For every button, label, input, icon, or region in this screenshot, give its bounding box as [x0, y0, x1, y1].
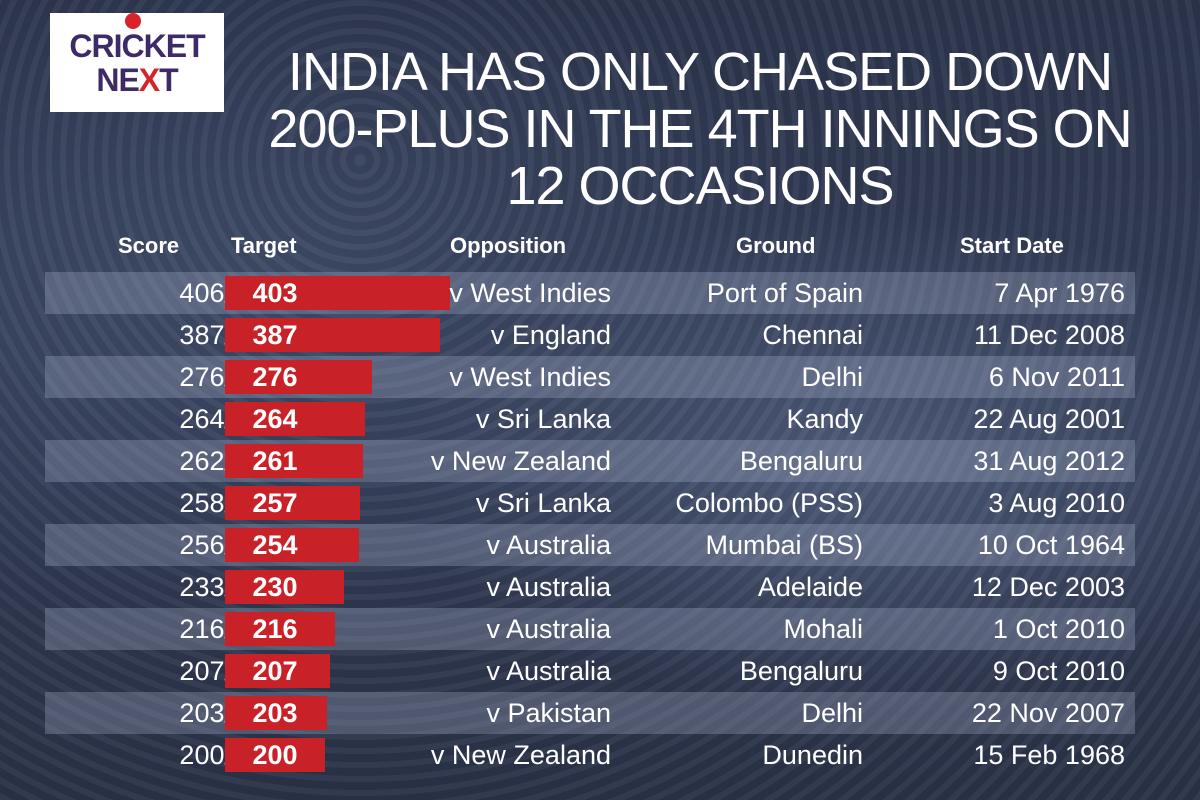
table-row: 264/3 264 v Sri Lanka Kandy 22 Aug 2001 [45, 398, 1135, 440]
target-bar [225, 654, 330, 688]
target-bar [225, 738, 326, 772]
ground-cell: Colombo (PSS) [675, 488, 863, 518]
target-bar [225, 318, 441, 352]
date-cell: 15 Feb 1968 [973, 740, 1125, 770]
ground-cell: Bengaluru [739, 446, 863, 476]
ground-cell: Chennai [762, 320, 863, 350]
table-row: 216/9 216 v Australia Mohali 1 Oct 2010 [45, 608, 1135, 650]
opposition-cell: v New Zealand [430, 446, 611, 476]
target-value: 230 [252, 572, 298, 602]
header-opposition: Opposition [450, 233, 567, 258]
date-cell: 9 Oct 2010 [992, 656, 1125, 686]
cricket-ball-icon [125, 12, 142, 29]
table-row: 256/8 254 v Australia Mumbai (BS) 10 Oct 196… [45, 524, 1135, 566]
ground-cell: Port of Spain [706, 278, 863, 308]
opposition-cell: v Sri Lanka [475, 488, 611, 518]
table-row: 258/5 257 v Sri Lanka Colombo (PSS) 3 Aug 20… [45, 482, 1135, 524]
logo-text-t: T [159, 61, 179, 98]
date-cell: 1 Oct 2010 [992, 614, 1125, 644]
table-row: 406/4 403 v West Indies Port of Spain 7 Apr … [45, 272, 1135, 314]
ground-cell: Adelaide [757, 572, 863, 602]
logo-line-2: NEXT [96, 61, 179, 98]
target-bar [225, 570, 344, 604]
date-cell: 10 Oct 1964 [977, 530, 1125, 560]
target-value: 200 [252, 740, 298, 770]
target-bar [225, 486, 361, 520]
table-row: 276/5 276 v West Indies Delhi 6 Nov 2011 [45, 356, 1135, 398]
date-cell: 22 Aug 2001 [973, 404, 1125, 434]
ground-cell: Dunedin [762, 740, 863, 770]
target-bar [225, 276, 450, 310]
date-cell: 3 Aug 2010 [988, 488, 1125, 518]
header-start-date: Start Date [960, 233, 1064, 258]
target-bar [225, 360, 372, 394]
table-row: 200/5 200 v New Zealand Dunedin 15 Feb 1968 [45, 734, 1135, 776]
target-value: 276 [252, 362, 298, 392]
target-value: 257 [252, 488, 298, 518]
target-value: 207 [252, 656, 298, 686]
ground-cell: Delhi [801, 698, 863, 728]
logo-text-cricket: CRICKET [69, 27, 205, 64]
opposition-cell: v Australia [486, 614, 611, 644]
table-header: Score Target Opposition Ground Start Dat… [0, 233, 1200, 261]
date-cell: 6 Nov 2011 [988, 362, 1125, 392]
opposition-cell: v New Zealand [430, 740, 611, 770]
target-value: 254 [252, 530, 298, 560]
target-value: 261 [252, 446, 298, 476]
ground-cell: Delhi [801, 362, 863, 392]
logo-text-ne: NE [96, 61, 139, 98]
header-score: Score [118, 233, 180, 258]
opposition-cell: v Australia [486, 572, 611, 602]
page-title: INDIA HAS ONLY CHASED DOWN 200-PLUS IN T… [268, 42, 1132, 216]
cricketnext-logo: CRICKET NEXT [50, 12, 224, 112]
table-row: 262/5 261 v New Zealand Bengaluru 31 Aug 201… [45, 440, 1135, 482]
target-value: 264 [252, 404, 298, 434]
header-ground: Ground [736, 233, 816, 258]
date-cell: 7 Apr 1976 [994, 278, 1125, 308]
target-bar [225, 612, 336, 646]
table-row: 207/3 207 v Australia Bengaluru 9 Oct 2010 [45, 650, 1135, 692]
target-value: 387 [252, 320, 298, 350]
target-bar [225, 696, 328, 730]
opposition-cell: v Australia [486, 656, 611, 686]
target-value: 403 [252, 278, 298, 308]
ground-cell: Mohali [783, 614, 863, 644]
table-row: 233/6 230 v Australia Adelaide 12 Dec 2003 [45, 566, 1135, 608]
table-row: 203/4 203 v Pakistan Delhi 22 Nov 2007 [45, 692, 1135, 734]
target-value: 203 [252, 698, 298, 728]
target-bar [225, 402, 365, 436]
header-target: Target [231, 233, 297, 258]
opposition-cell: v Sri Lanka [475, 404, 611, 434]
ground-cell: Bengaluru [739, 656, 863, 686]
opposition-cell: v West Indies [449, 362, 611, 392]
logo-text-x: X [138, 61, 160, 98]
logo-line-1: CRICKET [69, 12, 206, 64]
opposition-cell: v Pakistan [486, 698, 611, 728]
ground-cell: Kandy [786, 404, 863, 434]
date-cell: 12 Dec 2003 [971, 572, 1125, 602]
date-cell: 11 Dec 2008 [973, 320, 1125, 350]
table-row: 387/4 387 v England Chennai 11 Dec 2008 [45, 314, 1135, 356]
ground-cell: Mumbai (BS) [705, 530, 863, 560]
opposition-cell: v West Indies [449, 278, 611, 308]
date-cell: 31 Aug 2012 [973, 446, 1125, 476]
date-cell: 22 Nov 2007 [971, 698, 1125, 728]
target-value: 216 [252, 614, 298, 644]
opposition-cell: v England [490, 320, 611, 350]
target-bar [225, 528, 359, 562]
target-bar [225, 444, 363, 478]
opposition-cell: v Australia [486, 530, 611, 560]
